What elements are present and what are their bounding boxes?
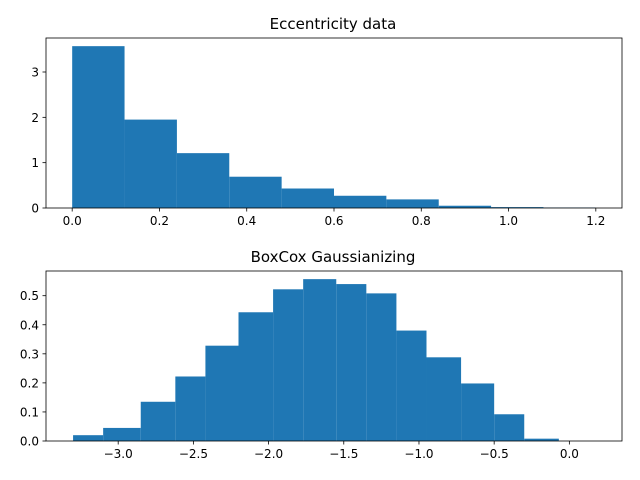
histogram-bar bbox=[175, 376, 206, 441]
histogram-bars-boxcox bbox=[73, 279, 559, 441]
histogram-bar bbox=[461, 383, 495, 441]
histogram-bar bbox=[494, 414, 525, 441]
x-tick-label: 1.0 bbox=[499, 214, 518, 228]
histogram-bar bbox=[366, 293, 397, 441]
histogram-bar bbox=[140, 401, 176, 441]
subplot-eccentricity: Eccentricity data 0.0 0.2 0.4 0.6 0.8 1.0 1.2 … bbox=[31, 15, 623, 228]
histogram-bar bbox=[303, 279, 337, 441]
y-tick-label: 0.5 bbox=[20, 289, 39, 303]
chart-title-boxcox: BoxCox Gaussianizing bbox=[251, 248, 416, 266]
y-tick-label: 1 bbox=[31, 156, 39, 170]
chart-title-eccentricity: Eccentricity data bbox=[270, 15, 397, 33]
histogram-bar bbox=[491, 207, 544, 208]
histogram-bar bbox=[273, 289, 304, 441]
y-tick-label: 0.2 bbox=[20, 376, 39, 390]
histogram-bar bbox=[336, 284, 367, 441]
histogram-bar bbox=[205, 345, 239, 441]
x-tick-label: 0.0 bbox=[560, 447, 579, 461]
x-tick-label: 1.2 bbox=[586, 214, 605, 228]
y-tick-label: 0.1 bbox=[20, 405, 39, 419]
x-tick-label: 0.8 bbox=[412, 214, 431, 228]
histogram-bar bbox=[72, 46, 125, 208]
histogram-bar bbox=[426, 357, 462, 441]
x-tick-label: −3.0 bbox=[104, 447, 133, 461]
y-tick-label: 0 bbox=[31, 202, 39, 216]
x-tick-label: 0.6 bbox=[324, 214, 343, 228]
histogram-bar bbox=[238, 312, 274, 441]
histogram-bar bbox=[229, 176, 282, 208]
y-tick-label: 0.0 bbox=[20, 435, 39, 449]
x-tick-label: 0.2 bbox=[150, 214, 169, 228]
x-tick-label: 0.4 bbox=[237, 214, 256, 228]
y-tick-label: 0.4 bbox=[20, 318, 39, 332]
y-axis-ticks-boxcox: 0.0 0.1 0.2 0.3 0.4 0.5 bbox=[20, 289, 46, 449]
histogram-bar bbox=[386, 199, 439, 208]
y-axis-ticks-eccentricity: 0 1 2 3 bbox=[31, 66, 46, 216]
x-tick-label: −1.5 bbox=[329, 447, 358, 461]
x-tick-label: −1.0 bbox=[404, 447, 433, 461]
y-tick-label: 2 bbox=[31, 111, 39, 125]
x-tick-label: −0.5 bbox=[480, 447, 509, 461]
axes-frame-boxcox bbox=[45, 270, 623, 442]
axes-frame-eccentricity bbox=[45, 37, 623, 209]
histogram-bar bbox=[176, 153, 230, 208]
histogram-bar bbox=[73, 435, 104, 441]
x-axis-ticks-eccentricity: 0.0 0.2 0.4 0.6 0.8 1.0 1.2 bbox=[63, 208, 605, 228]
histogram-bar bbox=[103, 427, 141, 441]
x-tick-label: 0.0 bbox=[63, 214, 82, 228]
histogram-bar bbox=[438, 205, 492, 208]
subplot-boxcox: BoxCox Gaussianizing −3.0 −2.5 −2.0 −1.5 −1.… bbox=[20, 248, 623, 461]
histogram-bar bbox=[281, 188, 334, 208]
histogram-bars-eccentricity bbox=[72, 46, 596, 208]
x-tick-label: −2.0 bbox=[254, 447, 283, 461]
y-tick-label: 3 bbox=[31, 66, 39, 80]
histogram-bar bbox=[524, 438, 559, 441]
histogram-bar bbox=[396, 330, 427, 441]
x-axis-ticks-boxcox: −3.0 −2.5 −2.0 −1.5 −1.0 −0.5 0.0 bbox=[104, 441, 579, 461]
histogram-bar bbox=[124, 119, 177, 208]
x-tick-label: −2.5 bbox=[179, 447, 208, 461]
y-tick-label: 0.3 bbox=[20, 347, 39, 361]
histogram-bar bbox=[334, 195, 387, 208]
